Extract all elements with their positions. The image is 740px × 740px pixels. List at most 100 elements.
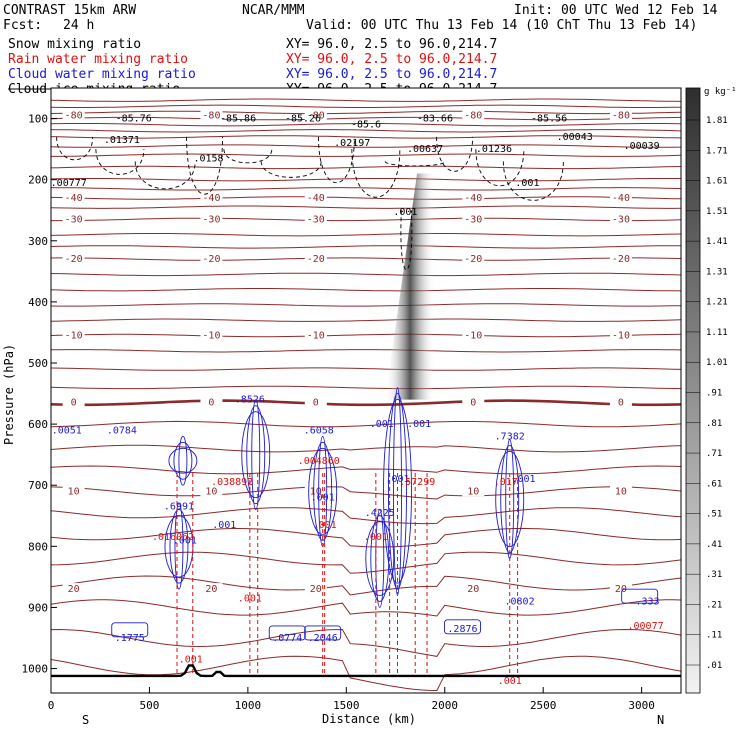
cloud-ice-extremum: .01371 (104, 135, 140, 146)
isotherm-label-bg (609, 396, 632, 408)
cloud-water-contour (313, 441, 333, 541)
isotherm-label: 0 (313, 398, 319, 409)
rain-extremum: .001 (313, 520, 337, 531)
cloud-water-extremum: .1775 (115, 633, 145, 644)
isotherm-label: -10 (202, 331, 220, 342)
isotherm-label: 0 (71, 398, 77, 409)
y-axis-label: Pressure (hPa) (2, 344, 16, 445)
snow-shaded-core (385, 173, 436, 400)
isotherm-line (51, 178, 681, 182)
isotherm-label: -10 (612, 331, 630, 342)
isotherm-line (51, 165, 681, 170)
isotherm-line (51, 116, 681, 121)
cloud-ice-contour (134, 161, 196, 190)
colorbar-label: 1.81 (706, 116, 728, 126)
isotherm-min-label: -85.26 (285, 114, 321, 125)
isotherm-label: 20 (310, 584, 322, 595)
isotherm-label: -80 (612, 111, 630, 122)
isotherm-label-bg (462, 329, 485, 341)
plot-layer: -80 -80 -80 -80 -80 -40 -40 -40 -40 -40 -30 -30 -30 -… (51, 98, 681, 692)
cloud-ice-contour (223, 149, 273, 164)
isotherm-line (51, 628, 681, 657)
cloud-water-contour (246, 405, 266, 505)
isotherm-label: -80 (307, 111, 325, 122)
cloud-water-extremum: .001 (511, 474, 535, 485)
y-tick-label: 700 (28, 479, 48, 492)
isotherm-label: 20 (467, 584, 479, 595)
rain-extremum: .016062 (152, 532, 194, 543)
cloud-ice-contour (56, 136, 94, 161)
y-tick-label: 600 (28, 418, 48, 431)
isotherm-line (51, 110, 681, 115)
cloud-water-extremum: .001 (311, 493, 335, 504)
x-tick-label: 3000 (628, 699, 655, 712)
isotherm-line (51, 233, 681, 237)
isotherm-label: -20 (464, 254, 482, 265)
isotherm-label: -40 (464, 193, 482, 204)
colorbar-ramp (685, 87, 701, 694)
cloud-water-extremum: .001 (212, 520, 236, 531)
isotherm-label-bg (609, 253, 632, 265)
isotherm-label-bg (609, 109, 632, 121)
cloud-ice-contour (318, 136, 355, 183)
isotherm-label: -20 (307, 254, 325, 265)
cloud-ice-contour (351, 149, 401, 198)
isotherm-label: 0 (470, 398, 476, 409)
cloud-ice-extremum: .02197 (334, 138, 370, 149)
isotherm-min-label: -85.6 (351, 120, 381, 131)
isotherm-label: -80 (464, 111, 482, 122)
isotherm-label-bg (462, 583, 485, 595)
isotherm-line (51, 333, 681, 338)
isotherm-label: -20 (65, 254, 83, 265)
isotherm-label: -40 (612, 193, 630, 204)
cloud-water-extremum: .001 (407, 419, 431, 430)
x-tick-label: 500 (140, 699, 160, 712)
cloud-ice-contour (384, 160, 446, 167)
isotherm-label-bg (62, 192, 85, 203)
isotherm-label: 10 (68, 486, 80, 497)
cloud-water-contour (111, 622, 149, 638)
cloud-water-extremum: .7382 (495, 431, 525, 442)
cloud-water-extremum: .0051 (52, 425, 82, 436)
cloud-water-contour (383, 398, 412, 584)
y-tick-label: 200 (28, 174, 48, 187)
cloud-ice-extremum: .001 (393, 207, 417, 218)
colorbar-label: 1.31 (706, 267, 728, 277)
y-tick-label: 1000 (22, 663, 49, 676)
isotherm-label-bg (200, 109, 223, 121)
isotherm-line (51, 153, 681, 157)
isotherm-line (51, 575, 681, 596)
isotherm-line (51, 129, 681, 133)
cloud-water-contour (251, 399, 261, 511)
colorbar-label: .61 (706, 479, 722, 489)
cloud-ice-extremum: .00637 (407, 144, 443, 155)
colorbar-label: 1.11 (706, 328, 728, 338)
cloud-water-contour (241, 411, 271, 499)
colorbar-label: 1.01 (706, 358, 728, 368)
isotherm-min-label: -83.66 (417, 114, 453, 125)
isotherm-line (51, 196, 681, 200)
isotherm-label-bg (200, 253, 223, 265)
forecast-value: 24 h (63, 18, 94, 33)
colorbar-label: 1.71 (706, 146, 728, 156)
isotherm-label: 10 (205, 486, 217, 497)
isotherm-label: -20 (202, 254, 220, 265)
forecast-label: Fcst: (3, 18, 42, 33)
isotherm-label: -10 (307, 331, 325, 342)
field-xy: XY= 96.0, 2.5 to 96.0,214.7 (286, 67, 497, 82)
isotherm-label-bg (609, 485, 632, 497)
cloud-water-extremum: .4225 (365, 508, 395, 519)
isotherm-label: -30 (202, 214, 220, 225)
isotherm-label-bg (462, 485, 485, 497)
isotherm-label-bg (462, 192, 485, 203)
rain-extremum: .001 (498, 676, 522, 687)
isotherm-line (51, 104, 681, 108)
colorbar-label: .51 (706, 510, 722, 520)
isotherm-label-bg (304, 396, 327, 408)
cloud-water-contour (173, 441, 193, 480)
isotherm-line (51, 303, 681, 307)
init-time: Init: 00 UTC Wed 12 Feb 14 (514, 3, 718, 18)
cloud-water-contour (365, 521, 395, 596)
isotherm-line (51, 318, 681, 322)
